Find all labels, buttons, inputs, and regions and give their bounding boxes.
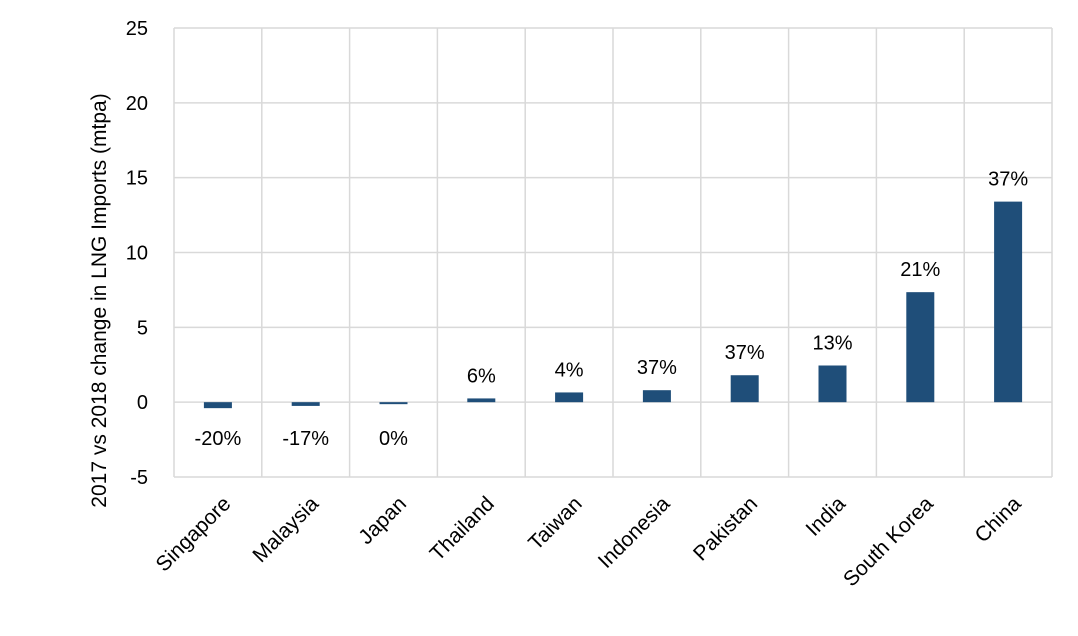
bar-thailand bbox=[467, 398, 496, 403]
x-tick-label: Thailand bbox=[426, 492, 499, 565]
y-axis-title: 2017 vs 2018 change in LNG Imports (mtpa… bbox=[88, 93, 111, 507]
y-tick-label: 10 bbox=[126, 243, 148, 265]
bar-india bbox=[818, 365, 847, 403]
data-label: 37% bbox=[988, 169, 1028, 191]
data-label: -17% bbox=[282, 428, 329, 450]
x-tick-label: Pakistan bbox=[689, 492, 762, 565]
data-label: 4% bbox=[555, 359, 584, 381]
data-label: 6% bbox=[467, 365, 496, 387]
y-tick-label: 0 bbox=[137, 392, 148, 414]
y-tick-label: -5 bbox=[130, 467, 148, 489]
bar-indonesia bbox=[642, 390, 671, 403]
y-tick-label: 20 bbox=[126, 93, 148, 115]
y-tick-label: 5 bbox=[137, 317, 148, 339]
x-tick-label: Taiwan bbox=[524, 492, 586, 554]
x-tick-label: South Korea bbox=[839, 492, 938, 591]
data-label: 37% bbox=[637, 357, 677, 379]
x-tick-label: China bbox=[971, 492, 1026, 547]
y-axis-ticks: -5 0 5 10 15 20 25 bbox=[126, 18, 148, 489]
y-tick-label: 25 bbox=[126, 18, 148, 40]
x-tick-label: Indonesia bbox=[594, 492, 675, 573]
x-tick-label: Japan bbox=[354, 492, 411, 549]
bar-taiwan bbox=[555, 392, 584, 403]
bars bbox=[203, 201, 1023, 409]
bar-pakistan bbox=[730, 375, 759, 403]
x-tick-label: Malaysia bbox=[248, 492, 323, 567]
data-labels: -20% -17% 0% 6% 4% 37% 37% 13% 21% 37% bbox=[195, 169, 1029, 451]
data-label: 21% bbox=[900, 259, 940, 281]
gridlines bbox=[173, 27, 1053, 478]
bar-singapore bbox=[203, 402, 232, 409]
data-label: 13% bbox=[812, 332, 852, 354]
x-tick-label: Singapore bbox=[151, 492, 235, 576]
bar-japan bbox=[379, 402, 408, 405]
y-tick-label: 15 bbox=[126, 168, 148, 190]
bar-south-korea bbox=[906, 292, 935, 403]
data-label: 0% bbox=[379, 428, 408, 450]
data-label: -20% bbox=[195, 428, 242, 450]
bar-china bbox=[994, 201, 1023, 403]
data-label: 37% bbox=[725, 342, 765, 364]
bar-malaysia bbox=[291, 402, 320, 406]
x-tick-label: India bbox=[802, 492, 851, 541]
x-axis-ticks: Singapore Malaysia Japan Thailand Taiwan Indo… bbox=[151, 492, 1025, 591]
